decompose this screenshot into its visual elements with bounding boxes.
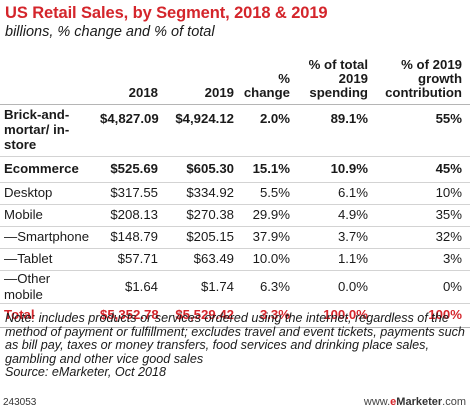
cell-2018: $148.79 [100,226,166,249]
cell-growth: 35% [376,204,470,227]
cell-2018: $525.69 [100,156,166,183]
cell-2019: $605.30 [166,156,242,183]
cell-change: 29.9% [242,204,298,227]
table-row: Brick-and-mortar/ in-store $4,827.09 $4,… [0,104,470,157]
source-text: Source: eMarketer, Oct 2018 [5,365,167,380]
cell-change: 15.1% [242,156,298,183]
cell-share: 4.9% [298,204,376,227]
cell-change: 10.0% [242,248,298,271]
cell-growth: 100% [376,303,470,328]
chart-id: 243053 [3,397,37,408]
cell-share: 3.7% [298,226,376,249]
cell-change: 6.3% [242,270,298,304]
table-row: Mobile $208.13 $270.38 29.9% 4.9% 35% [0,204,470,227]
header-2019: 2019 [166,48,242,105]
site-suffix: .com [442,396,466,408]
cell-change: 37.9% [242,226,298,249]
cell-2019: $334.92 [166,182,242,205]
cell-growth: 32% [376,226,470,249]
cell-2019: $205.15 [166,226,242,249]
cell-change: 2.0% [242,104,298,157]
cell-2019: $5,529.42 [166,303,242,328]
cell-2019: $4,924.12 [166,104,242,157]
cell-2018: $5,352.78 [100,303,166,328]
note-text: Note: includes products or services orde… [5,311,465,366]
row-label: Total [0,303,100,328]
header-row: 2018 2019 % change % of total 2019 spend… [0,48,470,105]
footnote: Note: includes products or services orde… [5,311,467,380]
cell-share: 10.9% [298,156,376,183]
cell-2018: $317.55 [100,182,166,205]
header-2018: 2018 [100,48,166,105]
header-pct-total-spending: % of total 2019 spending [298,48,376,105]
cell-share: 0.0% [298,270,376,304]
cell-change: 3.3% [242,303,298,328]
cell-growth: 10% [376,182,470,205]
retail-sales-table: 2018 2019 % change % of total 2019 spend… [0,48,470,328]
row-label: —Other mobile [0,270,100,304]
table-row: Ecommerce $525.69 $605.30 15.1% 10.9% 45… [0,156,470,183]
chart-title: US Retail Sales, by Segment, 2018 & 2019 [5,4,328,22]
brand-e: e [390,396,397,408]
site-prefix: www. [363,396,391,408]
header-pct-growth-contribution: % of 2019 growth contribution [376,48,470,105]
table-row: —Smartphone $148.79 $205.15 37.9% 3.7% 3… [0,226,470,249]
brand-name: Marketer [396,396,443,408]
cell-2019: $270.38 [166,204,242,227]
cell-share: 89.1% [298,104,376,157]
row-label: Ecommerce [0,156,100,183]
header-pct-change: % change [242,48,298,105]
cell-growth: 3% [376,248,470,271]
row-label: Desktop [0,182,100,205]
row-label: —Tablet [0,248,100,271]
cell-growth: 0% [376,270,470,304]
site-url: www.eMarketer.com [364,396,466,408]
row-label: —Smartphone [0,226,100,249]
table-row-total: Total $5,352.78 $5,529.42 3.3% 100.0% 10… [0,303,470,328]
cell-share: 100.0% [298,303,376,328]
cell-growth: 55% [376,104,470,157]
chart-subtitle: billions, % change and % of total [5,24,215,40]
cell-2018: $4,827.09 [100,104,166,157]
table-row: Desktop $317.55 $334.92 5.5% 6.1% 10% [0,182,470,205]
cell-share: 1.1% [298,248,376,271]
cell-share: 6.1% [298,182,376,205]
cell-2018: $57.71 [100,248,166,271]
row-label: Brick-and-mortar/ in-store [0,104,100,157]
cell-2018: $208.13 [100,204,166,227]
cell-change: 5.5% [242,182,298,205]
cell-2019: $1.74 [166,270,242,304]
table-row: —Other mobile $1.64 $1.74 6.3% 0.0% 0% [0,270,470,304]
table-row: —Tablet $57.71 $63.49 10.0% 1.1% 3% [0,248,470,271]
cell-2019: $63.49 [166,248,242,271]
cell-2018: $1.64 [100,270,166,304]
header-segment [0,48,100,105]
row-label: Mobile [0,204,100,227]
cell-growth: 45% [376,156,470,183]
